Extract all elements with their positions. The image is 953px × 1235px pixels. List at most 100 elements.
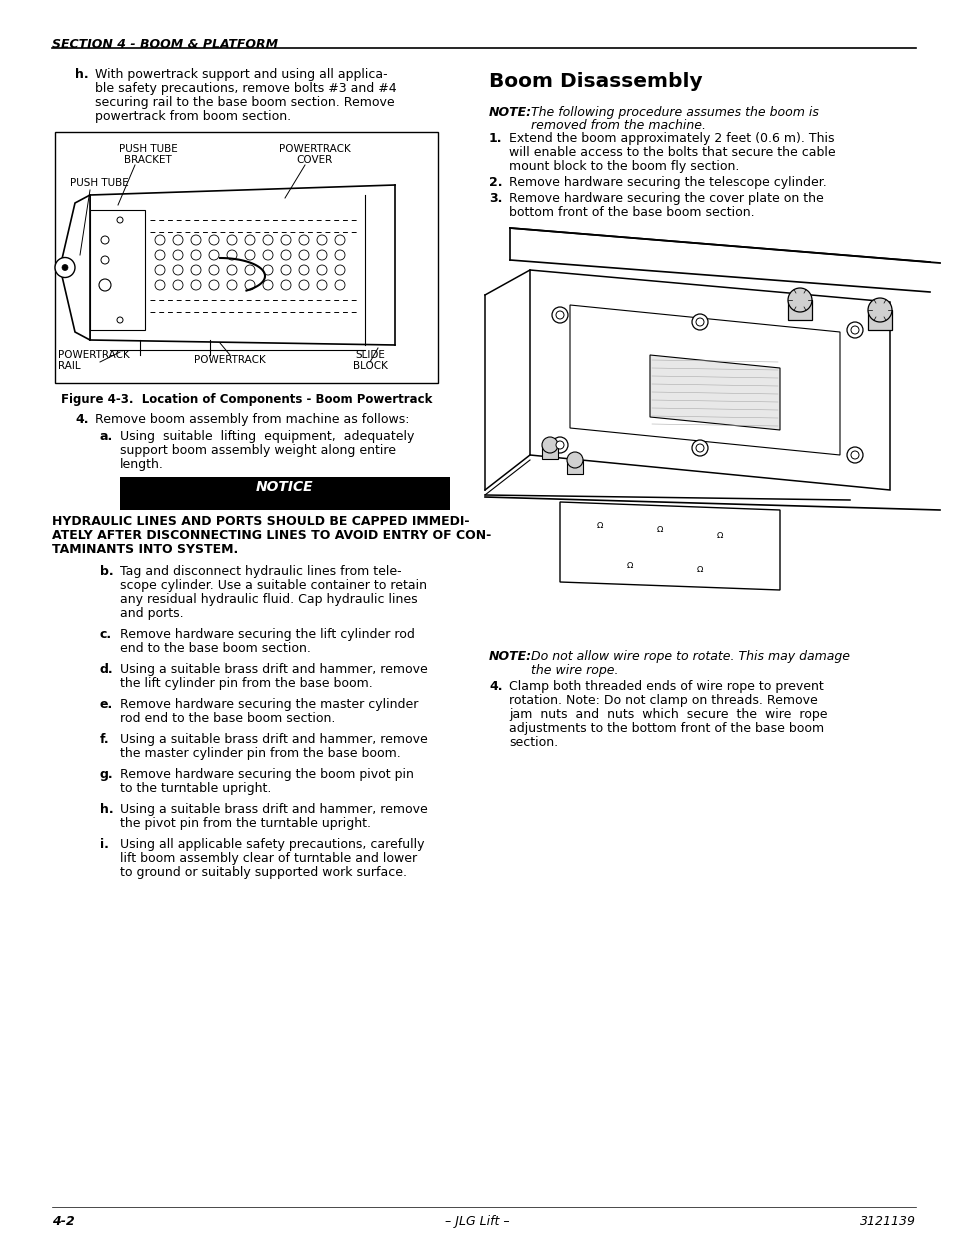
Bar — [541, 445, 558, 459]
Circle shape — [335, 280, 345, 290]
Circle shape — [245, 280, 254, 290]
Circle shape — [245, 235, 254, 245]
Text: section.: section. — [509, 736, 558, 748]
Circle shape — [62, 264, 68, 270]
Circle shape — [787, 288, 811, 312]
Circle shape — [117, 317, 123, 324]
Circle shape — [154, 266, 165, 275]
Text: bottom front of the base boom section.: bottom front of the base boom section. — [509, 206, 754, 219]
Text: length.: length. — [120, 458, 164, 471]
Circle shape — [298, 280, 309, 290]
Text: Ω: Ω — [656, 526, 662, 535]
Text: Remove hardware securing the telescope cylinder.: Remove hardware securing the telescope c… — [509, 177, 826, 189]
Text: the master cylinder pin from the base boom.: the master cylinder pin from the base bo… — [120, 747, 400, 760]
Circle shape — [154, 280, 165, 290]
Text: PUSH TUBE: PUSH TUBE — [70, 178, 129, 188]
Circle shape — [552, 437, 567, 453]
Text: HYDRAULIC LINES AND PORTS SHOULD BE CAPPED IMMEDI-: HYDRAULIC LINES AND PORTS SHOULD BE CAPP… — [52, 515, 469, 529]
Text: to the turntable upright.: to the turntable upright. — [120, 782, 271, 795]
Text: Ω: Ω — [716, 531, 722, 540]
Circle shape — [209, 235, 219, 245]
Text: Ω: Ω — [597, 520, 602, 530]
Text: the pivot pin from the turntable upright.: the pivot pin from the turntable upright… — [120, 818, 371, 830]
Circle shape — [298, 266, 309, 275]
Bar — [566, 459, 582, 474]
Circle shape — [850, 451, 858, 459]
Text: BRACKET: BRACKET — [124, 156, 172, 165]
Text: end to the base boom section.: end to the base boom section. — [120, 642, 311, 655]
Bar — [55, 132, 437, 383]
Text: Remove hardware securing the cover plate on the: Remove hardware securing the cover plate… — [509, 191, 822, 205]
Text: the wire rope.: the wire rope. — [531, 664, 618, 677]
Circle shape — [281, 266, 291, 275]
Text: 4-2: 4-2 — [52, 1215, 74, 1228]
Text: – JLG Lift –: – JLG Lift – — [444, 1215, 509, 1228]
Text: rod end to the base boom section.: rod end to the base boom section. — [120, 713, 335, 725]
Text: SLIDE: SLIDE — [355, 350, 384, 359]
Text: Boom Disassembly: Boom Disassembly — [489, 72, 702, 91]
Text: Using a suitable brass drift and hammer, remove: Using a suitable brass drift and hammer,… — [120, 663, 427, 676]
Text: securing rail to the base boom section. Remove: securing rail to the base boom section. … — [95, 96, 395, 109]
Text: RAIL: RAIL — [58, 361, 81, 370]
Circle shape — [316, 266, 327, 275]
Text: Extend the boom approximately 2 feet (0.6 m). This: Extend the boom approximately 2 feet (0.… — [509, 132, 834, 144]
Circle shape — [335, 249, 345, 261]
Polygon shape — [484, 225, 939, 559]
Text: Using all applicable safety precautions, carefully: Using all applicable safety precautions,… — [120, 839, 424, 851]
Text: 3.: 3. — [489, 191, 502, 205]
Circle shape — [541, 437, 558, 453]
Circle shape — [154, 249, 165, 261]
Polygon shape — [90, 185, 395, 345]
Text: d.: d. — [100, 663, 113, 676]
Circle shape — [172, 249, 183, 261]
Text: h.: h. — [75, 68, 89, 82]
Text: b.: b. — [100, 564, 113, 578]
Text: POWERTRACK: POWERTRACK — [193, 354, 266, 366]
Bar — [90, 210, 145, 330]
Text: Using a suitable brass drift and hammer, remove: Using a suitable brass drift and hammer,… — [120, 734, 427, 746]
Circle shape — [263, 249, 273, 261]
Circle shape — [172, 266, 183, 275]
Circle shape — [298, 235, 309, 245]
Text: PUSH TUBE: PUSH TUBE — [118, 144, 177, 154]
Circle shape — [335, 235, 345, 245]
Circle shape — [209, 266, 219, 275]
Circle shape — [696, 317, 703, 326]
Circle shape — [191, 280, 201, 290]
Text: i.: i. — [100, 839, 109, 851]
Text: e.: e. — [100, 698, 113, 711]
Circle shape — [696, 445, 703, 452]
Circle shape — [191, 266, 201, 275]
Text: 3121139: 3121139 — [859, 1215, 915, 1228]
Circle shape — [101, 236, 109, 245]
Circle shape — [316, 249, 327, 261]
Text: and ports.: and ports. — [120, 606, 183, 620]
Text: adjustments to the bottom front of the base boom: adjustments to the bottom front of the b… — [509, 722, 823, 735]
Text: removed from the machine.: removed from the machine. — [531, 119, 705, 132]
Circle shape — [191, 235, 201, 245]
Circle shape — [263, 280, 273, 290]
Text: c.: c. — [100, 629, 112, 641]
Circle shape — [227, 249, 236, 261]
Circle shape — [335, 266, 345, 275]
Circle shape — [281, 235, 291, 245]
Text: COVER: COVER — [296, 156, 333, 165]
Text: Figure 4-3.  Location of Components - Boom Powertrack: Figure 4-3. Location of Components - Boo… — [61, 393, 432, 406]
Circle shape — [101, 256, 109, 264]
Text: lift boom assembly clear of turntable and lower: lift boom assembly clear of turntable an… — [120, 852, 416, 864]
Text: 4.: 4. — [489, 680, 502, 693]
Circle shape — [316, 280, 327, 290]
Polygon shape — [530, 270, 889, 490]
Polygon shape — [649, 354, 780, 430]
Circle shape — [227, 235, 236, 245]
Circle shape — [691, 314, 707, 330]
Text: NOTICE: NOTICE — [256, 480, 314, 494]
Circle shape — [191, 249, 201, 261]
Text: Ω: Ω — [696, 566, 702, 574]
Text: Remove hardware securing the lift cylinder rod: Remove hardware securing the lift cylind… — [120, 629, 415, 641]
Circle shape — [316, 235, 327, 245]
Circle shape — [117, 217, 123, 224]
Circle shape — [245, 266, 254, 275]
Circle shape — [154, 235, 165, 245]
Text: POWERTRACK: POWERTRACK — [58, 350, 130, 359]
